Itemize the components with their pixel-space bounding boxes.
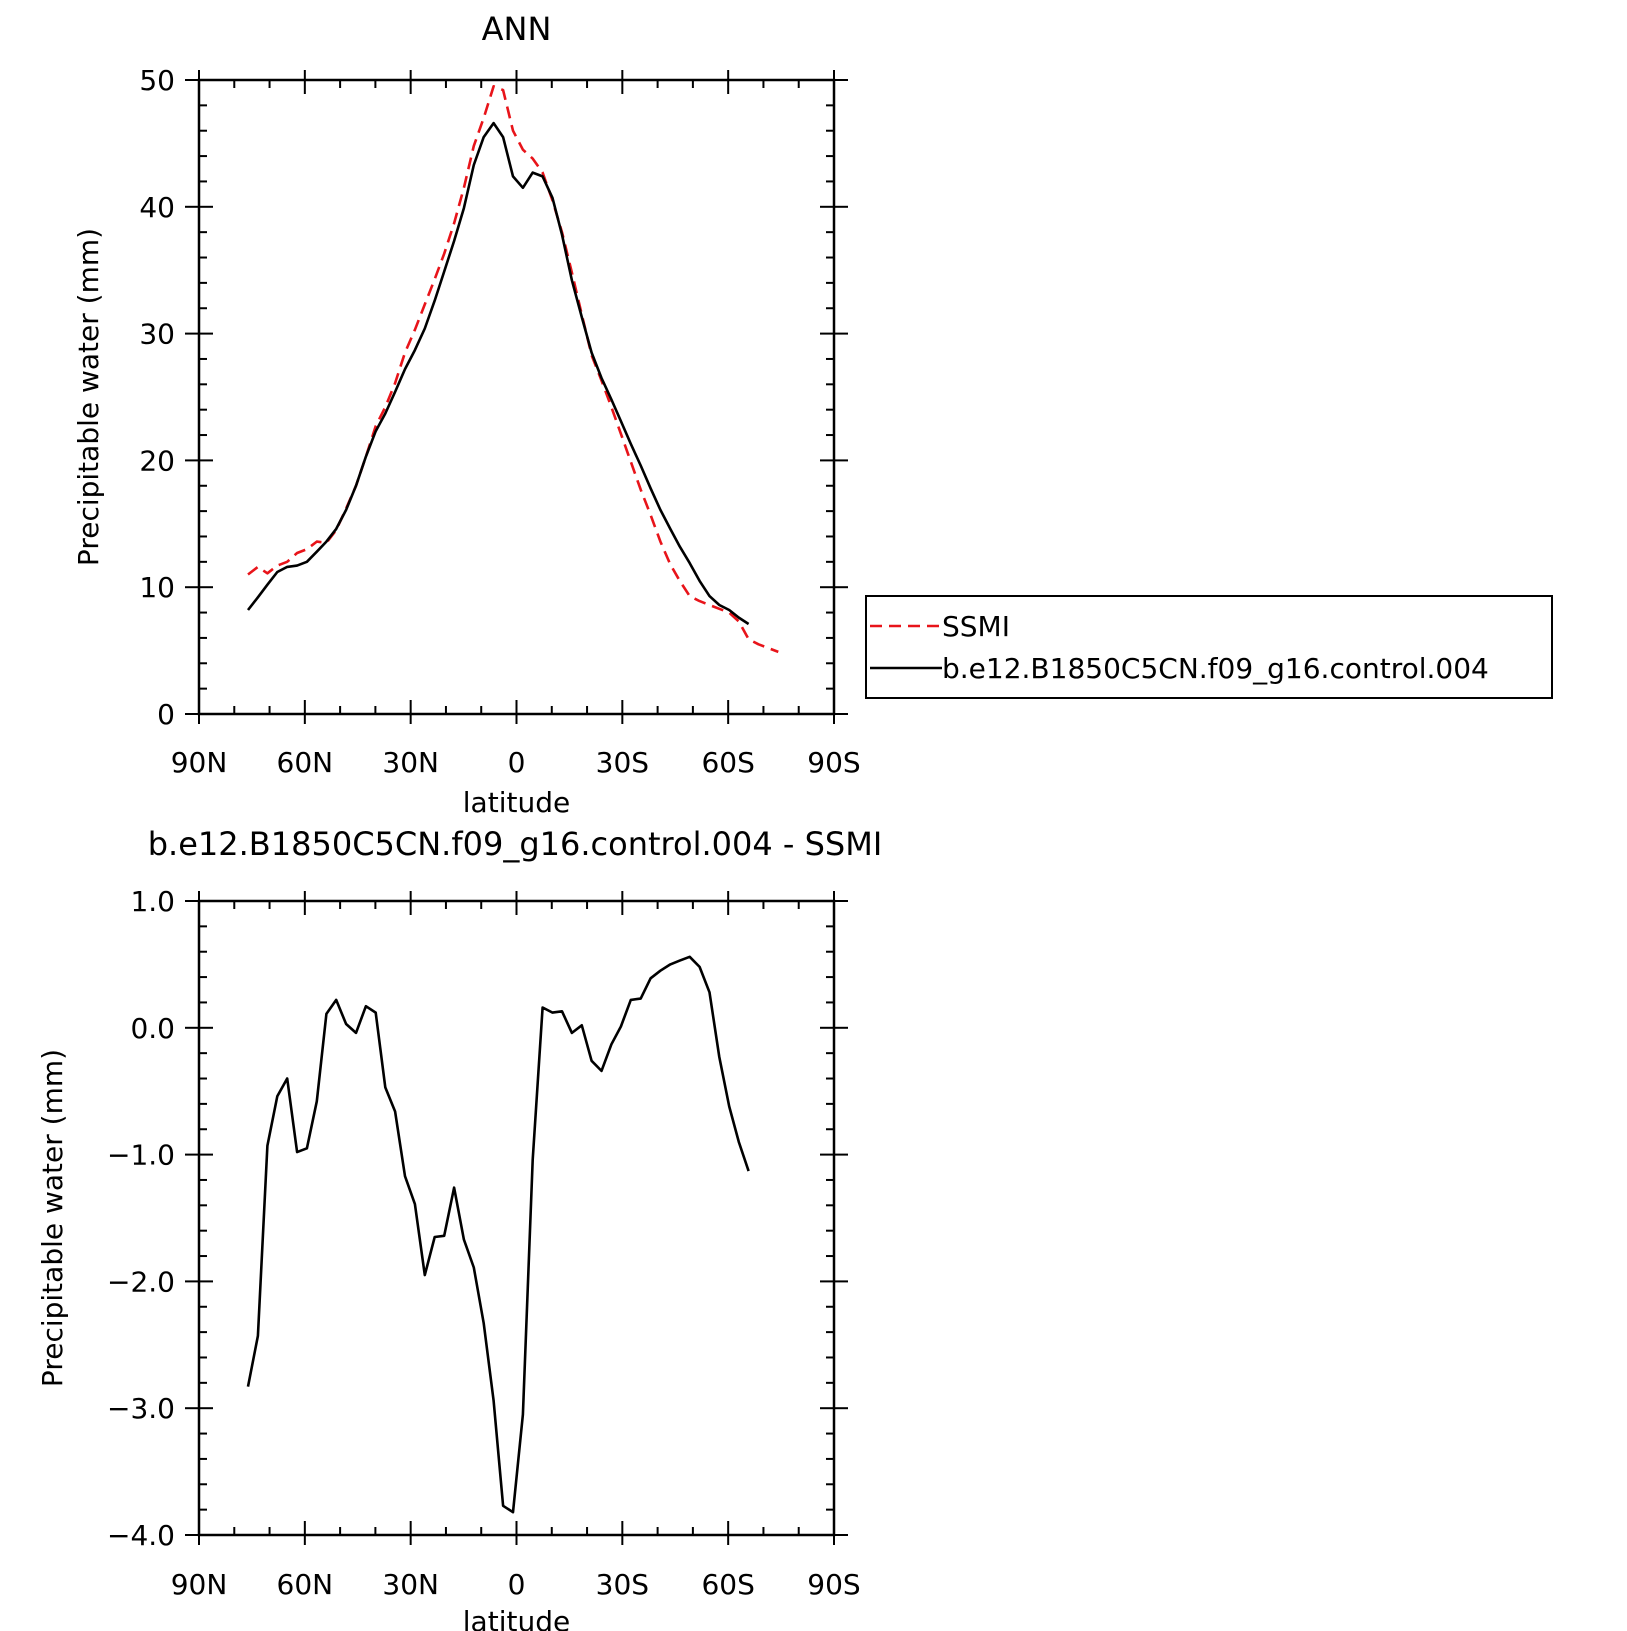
chart-title: ANN xyxy=(482,10,552,48)
x-tick-label: 90N xyxy=(171,746,228,779)
series-line-ssmi xyxy=(247,85,779,654)
y-tick-label: 1.0 xyxy=(130,885,175,918)
x-tick-label: 60S xyxy=(701,1568,754,1601)
legend-label: b.e12.B1850C5CN.f09_g16.control.004 xyxy=(942,652,1489,685)
legend-box xyxy=(865,595,1553,699)
y-tick-label: 40 xyxy=(139,191,175,224)
x-tick-label: 90N xyxy=(171,1568,228,1601)
x-tick-label: 60S xyxy=(701,746,754,779)
y-tick-label: 30 xyxy=(139,318,175,351)
x-tick-label: 30N xyxy=(382,746,439,779)
y-axis-label: Precipitable water (mm) xyxy=(36,1049,69,1387)
x-tick-label: 30N xyxy=(382,1568,439,1601)
x-tick-label: 60N xyxy=(277,746,334,779)
y-axis-label: Precipitable water (mm) xyxy=(72,228,105,566)
y-tick-label: −4.0 xyxy=(107,1519,175,1552)
x-axis-label: latitude xyxy=(463,786,570,819)
y-tick-label: 50 xyxy=(139,64,175,97)
series-line-model xyxy=(246,121,750,626)
legend-label: SSMI xyxy=(942,610,1010,643)
plot-frame xyxy=(197,899,836,1537)
y-tick-label: −2.0 xyxy=(107,1265,175,1298)
bottom-chart: b.e12.B1850C5CN.f09_g16.control.004 - SS… xyxy=(36,825,882,1631)
x-tick-label: 90S xyxy=(807,746,860,779)
y-tick-label: −1.0 xyxy=(107,1139,175,1172)
x-tick-label: 0 xyxy=(508,746,526,779)
y-tick-label: 20 xyxy=(139,444,175,477)
y-tick-label: 0.0 xyxy=(130,1012,175,1045)
y-tick-label: −3.0 xyxy=(107,1392,175,1425)
x-tick-label: 60N xyxy=(277,1568,334,1601)
legend: SSMI b.e12.B1850C5CN.f09_g16.control.004 xyxy=(865,595,1553,699)
series-line-difference xyxy=(246,955,750,1514)
y-tick-label: 10 xyxy=(139,571,175,604)
chart-title: b.e12.B1850C5CN.f09_g16.control.004 - SS… xyxy=(148,825,883,863)
y-tick-label: 0 xyxy=(157,698,175,731)
x-axis-label: latitude xyxy=(463,1605,570,1631)
x-tick-label: 90S xyxy=(807,1568,860,1601)
x-tick-label: 30S xyxy=(596,1568,649,1601)
x-tick-label: 0 xyxy=(508,1568,526,1601)
x-tick-label: 30S xyxy=(596,746,649,779)
top-chart: ANN 90N 60N 30N 0 30S 60S 90S 0 10 20 30 40 50 latitud… xyxy=(72,10,1553,819)
